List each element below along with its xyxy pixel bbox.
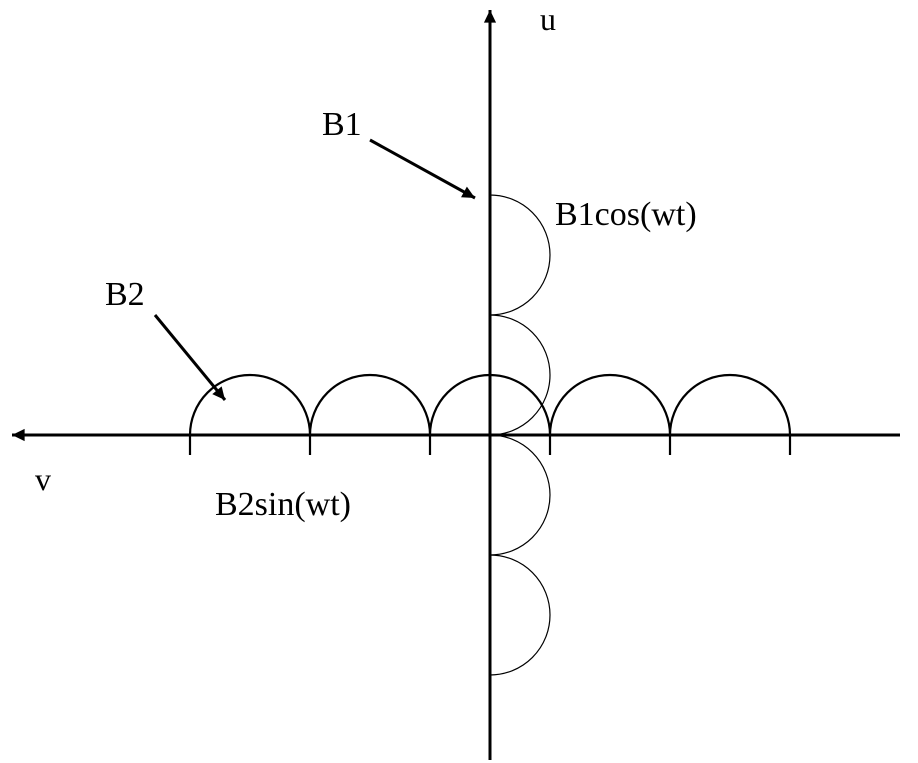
label-b2sin: B2sin(wt) [215,486,351,523]
axis-label-u: u [540,1,556,37]
axis-label-v: v [35,461,51,497]
diagram-canvas: B1 B2 B1cos(wt) B2sin(wt) u v [0,0,918,763]
label-b1cos: B1cos(wt) [555,196,697,233]
label-b1: B1 [322,106,362,143]
bg [0,0,918,763]
label-b2: B2 [105,276,145,313]
